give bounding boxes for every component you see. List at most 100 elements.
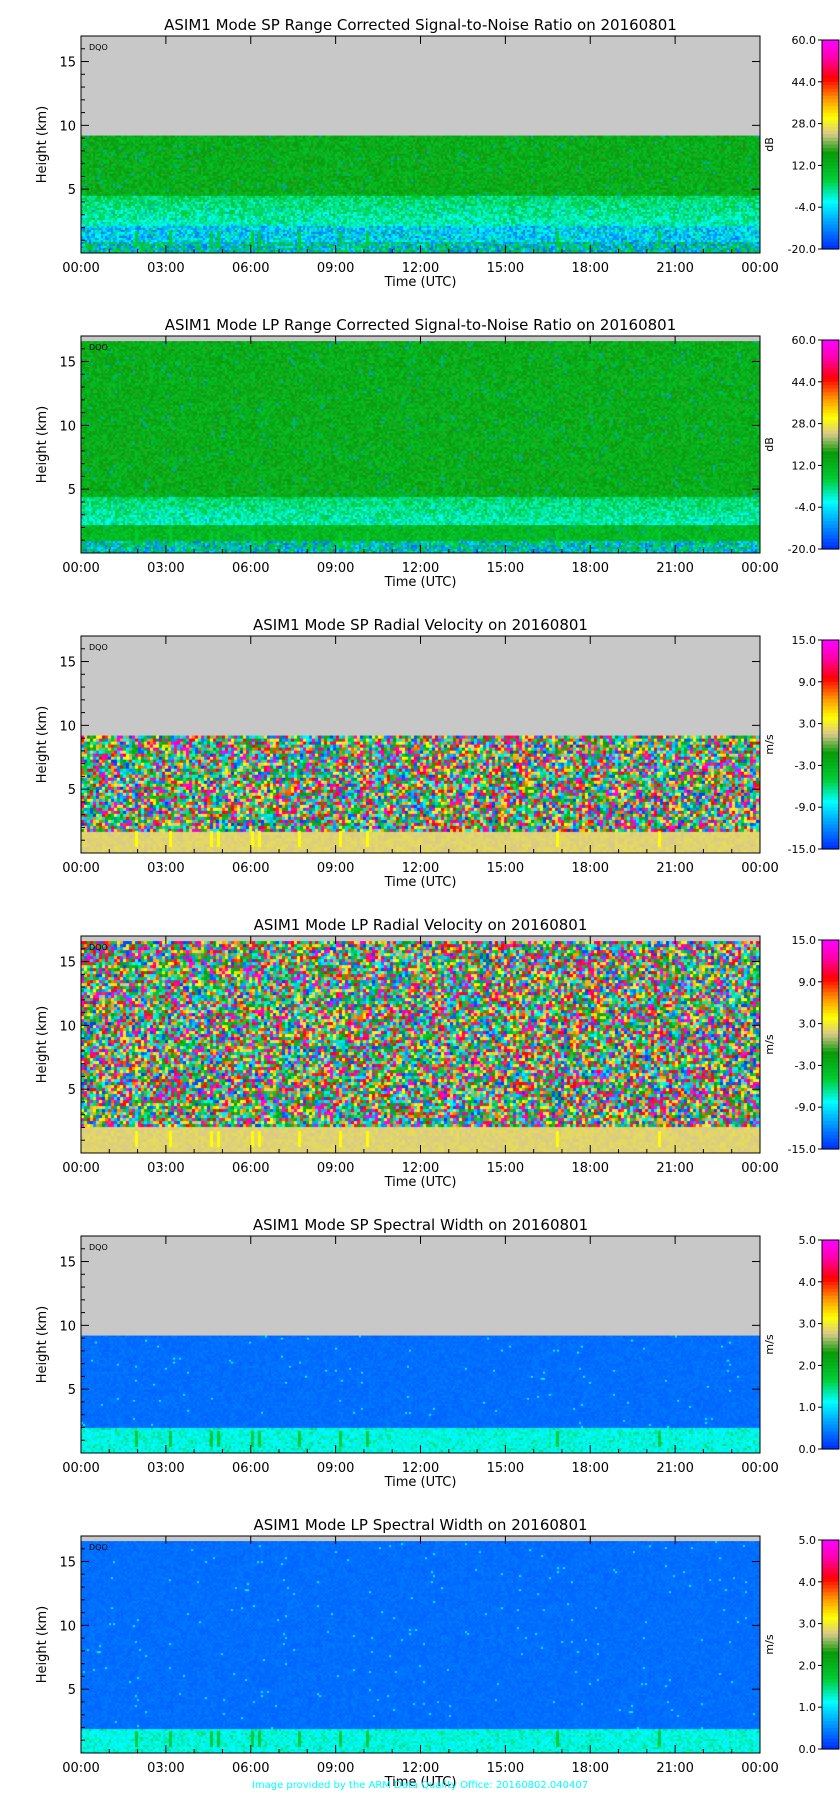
colorbar-segment: [822, 158, 839, 163]
colorbar-segment: [822, 1068, 839, 1073]
colorbar-segment: [822, 141, 839, 146]
colorbar-segment: [822, 71, 839, 76]
colorbar-segment: [822, 53, 839, 59]
colorbar-segment: [822, 1595, 839, 1600]
colorbar-segment: [822, 340, 839, 345]
colorbar-segment: [822, 203, 839, 208]
colorbar-segment: [822, 810, 839, 815]
colorbar-segment: [822, 706, 839, 711]
colorbar-segment: [822, 1707, 839, 1712]
colorbar-segment: [822, 1257, 839, 1262]
colorbar-segment: [822, 643, 839, 648]
y-tick-label: 5: [68, 1383, 76, 1398]
x-tick-label: 21:00: [656, 561, 693, 576]
colorbar-segment: [822, 678, 839, 683]
colorbar-segment: [822, 535, 839, 540]
colorbar-segment: [822, 40, 839, 45]
colorbar-segment: [822, 353, 839, 359]
x-tick-label: 00:00: [741, 261, 778, 276]
x-tick-label: 00:00: [741, 561, 778, 576]
colorbar-segment: [822, 964, 839, 969]
colorbar-segment: [822, 1082, 839, 1087]
colorbar-tick-label: 15.0: [792, 634, 817, 647]
colorbar-segment: [822, 57, 839, 62]
colorbar-segment: [822, 210, 839, 215]
colorbar-segment: [822, 1438, 839, 1443]
colorbar-segment: [822, 699, 839, 704]
colorbar-segment: [822, 1620, 839, 1625]
colorbar-segment: [822, 413, 839, 418]
x-tick-label: 12:00: [402, 561, 439, 576]
colorbar-segment: [822, 1407, 839, 1412]
panel-width-sp: ASIM1 Mode SP Spectral Width on 20160801…: [35, 1216, 840, 1490]
colorbar-segment: [822, 517, 839, 522]
colorbar-segment: [822, 228, 839, 233]
colorbar-segment: [822, 1442, 839, 1447]
chart-title: ASIM1 Mode LP Radial Velocity on 2016080…: [254, 916, 588, 934]
colorbar-segment: [822, 1672, 839, 1677]
colorbar-segment: [822, 1714, 839, 1719]
colorbar-segment: [822, 1731, 839, 1736]
chart-title: ASIM1 Mode LP Range Corrected Signal-to-…: [165, 316, 677, 334]
colorbar-segment: [822, 1061, 839, 1066]
colorbar-tick-label: 12.0: [792, 459, 817, 472]
colorbar-segment: [822, 1281, 839, 1286]
colorbar-segment: [822, 196, 839, 201]
colorbar-segment: [822, 514, 839, 519]
colorbar-segment: [822, 1393, 839, 1398]
colorbar-tick-label: 3.0: [799, 718, 817, 731]
colorbar-segment: [822, 1330, 839, 1335]
colorbar-segment: [822, 1644, 839, 1649]
x-tick-label: 00:00: [62, 261, 99, 276]
colorbar-segment: [822, 814, 839, 819]
colorbar-segment: [822, 1107, 839, 1112]
colorbar-segment: [822, 1728, 839, 1733]
colorbar-segment: [822, 730, 839, 735]
colorbar-tick-label: -3.0: [795, 1059, 816, 1072]
colorbar-segment: [822, 793, 839, 798]
y-tick-label: 5: [68, 183, 76, 198]
colorbar-segment: [822, 737, 839, 742]
colorbar-segment: [822, 835, 839, 840]
colorbar-segment: [822, 1020, 839, 1025]
colorbar-segment: [822, 81, 839, 86]
colorbar-segment: [822, 1271, 839, 1276]
colorbar-segment: [822, 953, 839, 959]
x-axis-label: Time (UTC): [384, 1475, 457, 1490]
colorbar-segment: [822, 1295, 839, 1300]
x-axis-label: Time (UTC): [384, 575, 457, 590]
colorbar-segment: [822, 67, 839, 72]
colorbar-tick-label: 44.0: [792, 76, 817, 89]
colorbar-segment: [822, 821, 839, 826]
colorbar-segment: [822, 650, 839, 655]
colorbar-segment: [822, 1599, 839, 1604]
y-axis-label: Height (km): [35, 406, 50, 483]
data-field: [81, 735, 760, 853]
colorbar-segment: [822, 538, 839, 543]
colorbar-segment: [822, 392, 839, 397]
colorbar-segment: [822, 454, 839, 460]
colorbar-segment: [822, 727, 839, 732]
colorbar-tick-label: 12.0: [792, 159, 817, 172]
chart-title: ASIM1 Mode LP Spectral Width on 20160801: [253, 1516, 587, 1534]
colorbar-segment: [822, 974, 839, 979]
data-field: [81, 1541, 760, 1753]
colorbar-segment: [822, 343, 839, 348]
y-tick-label: 15: [59, 656, 76, 671]
colorbar-segment: [822, 1679, 839, 1684]
colorbar-segment: [822, 172, 839, 177]
colorbar-segment: [822, 1013, 839, 1018]
x-tick-label: 06:00: [232, 1761, 269, 1776]
colorbar-segment: [822, 845, 839, 850]
colorbar-segment: [822, 1093, 839, 1098]
colorbar-segment: [822, 1630, 839, 1635]
dqo-label: DQO: [89, 643, 108, 652]
colorbar-tick-label: 2.0: [799, 1359, 817, 1372]
colorbar-segment: [822, 978, 839, 983]
dqo-label: DQO: [89, 943, 108, 952]
colorbar-segment: [822, 1135, 839, 1140]
colorbar-segment: [822, 85, 839, 90]
colorbar-segment: [822, 1103, 839, 1108]
y-tick-label: 5: [68, 483, 76, 498]
colorbar-tick-label: -15.0: [788, 843, 816, 856]
